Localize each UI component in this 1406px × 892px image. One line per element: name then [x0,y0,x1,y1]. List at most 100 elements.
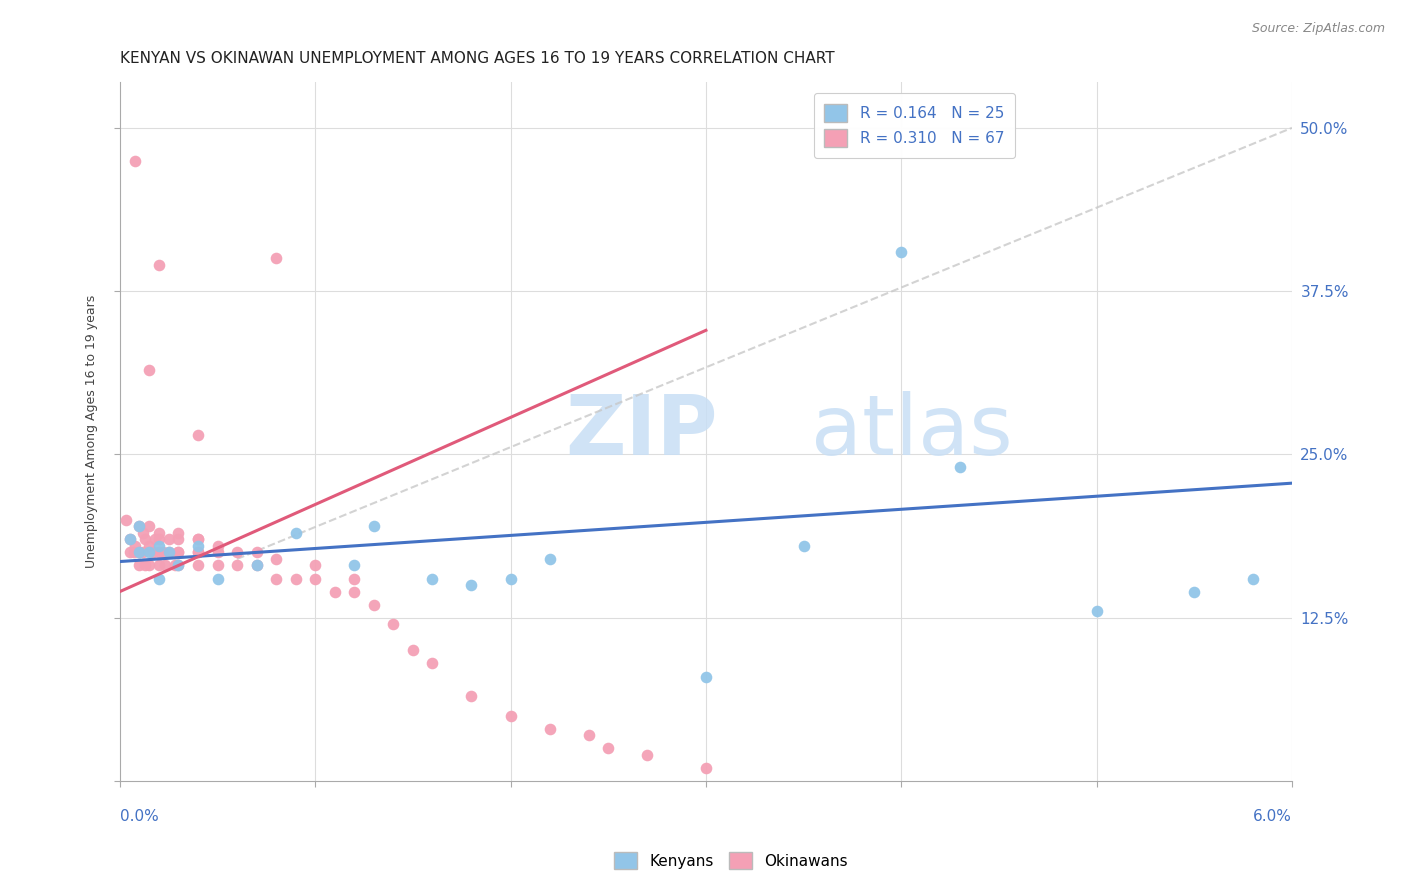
Point [890,244,912,259]
Point [118,545,141,559]
Point [264,252,287,266]
Point [148,258,170,272]
Point [207,545,229,559]
Point [323,584,346,599]
Point [128,545,150,559]
Point [132,545,155,559]
Point [138,519,160,533]
Point [1241,572,1264,586]
Point [245,545,267,559]
Point [148,572,170,586]
Point [163,558,186,573]
Point [187,539,209,553]
Point [460,689,482,703]
Point [598,741,620,756]
Point [143,533,166,547]
Point [422,657,444,671]
Point [124,153,146,168]
Point [122,545,145,559]
Point [226,545,249,559]
Point [538,552,561,566]
Point [402,643,425,657]
Point [1085,604,1108,618]
Point [148,545,170,559]
Point [138,362,160,376]
Point [422,572,444,586]
Point [245,558,267,573]
Legend: Kenyans, Okinawans: Kenyans, Okinawans [609,846,853,875]
Point [264,572,287,586]
Point [167,525,190,540]
Point [1182,584,1205,599]
Legend: R = 0.164   N = 25, R = 0.310   N = 67: R = 0.164 N = 25, R = 0.310 N = 67 [814,94,1015,158]
Point [245,558,267,573]
Point [264,552,287,566]
Point [695,761,717,775]
Point [118,533,141,547]
Point [142,545,165,559]
Point [128,558,150,573]
Point [187,545,209,559]
Point [138,558,160,573]
Point [157,545,180,559]
Point [793,539,815,553]
Point [207,572,229,586]
Point [304,572,326,586]
Point [167,545,190,559]
Text: ZIP: ZIP [565,391,717,472]
Point [382,617,405,632]
Text: 0.0%: 0.0% [120,809,159,824]
Point [363,519,385,533]
Point [636,747,658,762]
Point [343,584,366,599]
Point [343,558,366,573]
Point [207,558,229,573]
Point [148,533,170,547]
Point [499,708,522,723]
Point [134,558,156,573]
Point [499,572,522,586]
Point [132,525,155,540]
Point [153,558,176,573]
Point [118,533,141,547]
Point [128,519,150,533]
Point [949,460,972,475]
Point [138,545,160,559]
Point [284,525,307,540]
Point [167,533,190,547]
Point [226,558,249,573]
Point [343,572,366,586]
Point [167,558,190,573]
Point [152,545,174,559]
Point [124,539,146,553]
Point [157,533,180,547]
Point [284,572,307,586]
Point [157,545,180,559]
Point [138,539,160,553]
Point [148,525,170,540]
Point [538,722,561,736]
Point [128,519,150,533]
Point [148,558,170,573]
Point [695,669,717,683]
Point [187,558,209,573]
Text: Source: ZipAtlas.com: Source: ZipAtlas.com [1251,22,1385,36]
Point [128,545,150,559]
Point [187,533,209,547]
Y-axis label: Unemployment Among Ages 16 to 19 years: Unemployment Among Ages 16 to 19 years [86,295,98,568]
Point [363,598,385,612]
Point [114,513,136,527]
Point [148,539,170,553]
Point [167,558,190,573]
Text: 6.0%: 6.0% [1253,809,1292,824]
Point [207,539,229,553]
Point [167,545,190,559]
Point [187,533,209,547]
Point [134,533,156,547]
Point [187,427,209,442]
Point [460,578,482,592]
Point [304,558,326,573]
Point [578,728,600,742]
Point [187,545,209,559]
Text: KENYAN VS OKINAWAN UNEMPLOYMENT AMONG AGES 16 TO 19 YEARS CORRELATION CHART: KENYAN VS OKINAWAN UNEMPLOYMENT AMONG AG… [120,51,834,66]
